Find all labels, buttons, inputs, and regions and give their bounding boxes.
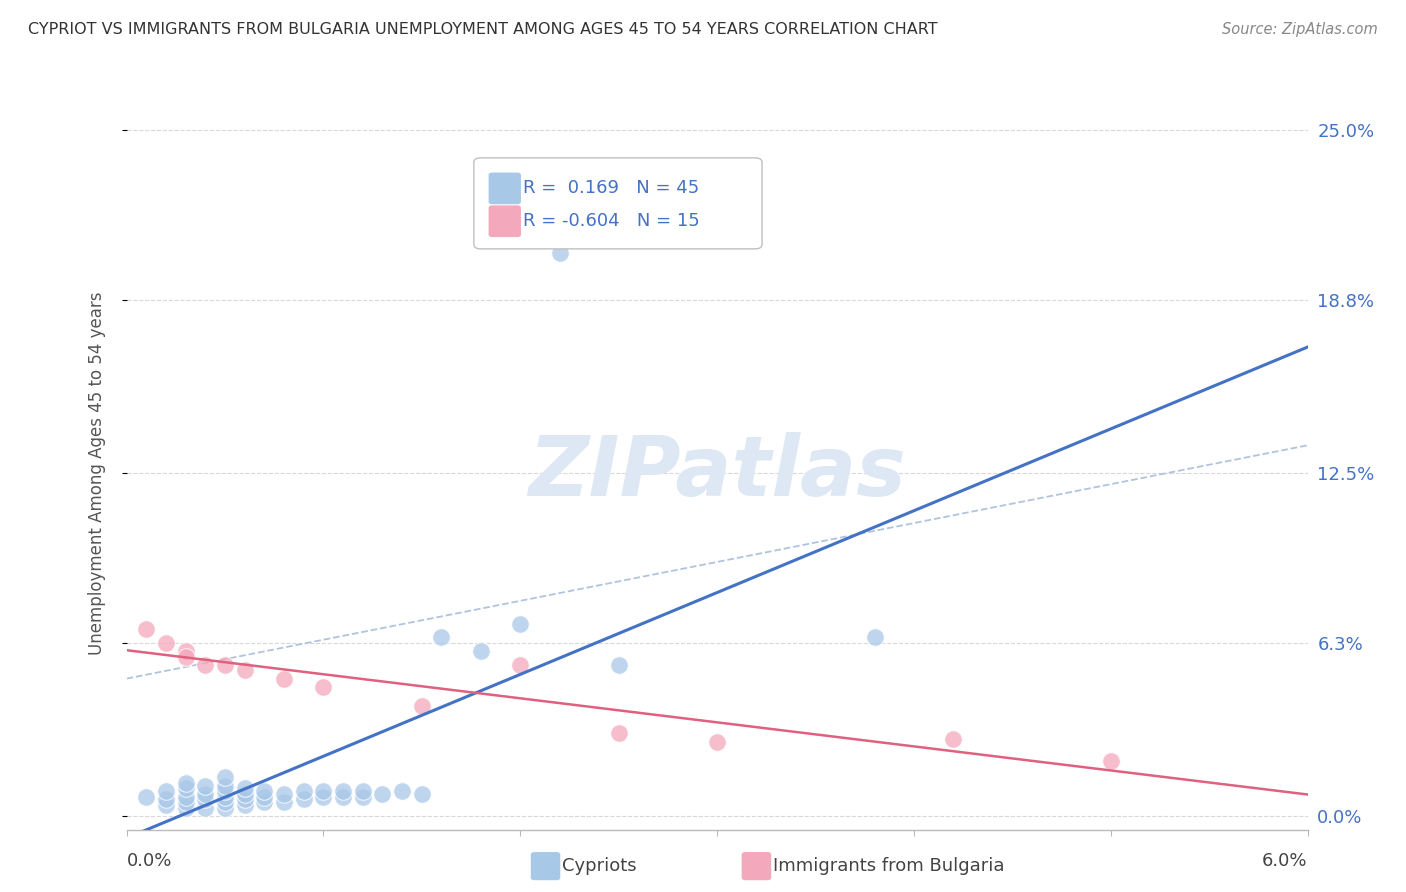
- Point: [135, 622, 157, 636]
- Point: [155, 636, 177, 650]
- Text: R = -0.604   N = 15: R = -0.604 N = 15: [523, 212, 700, 230]
- Point: [411, 787, 433, 801]
- Point: [942, 731, 965, 746]
- Point: [233, 797, 256, 812]
- Point: [470, 644, 492, 658]
- Point: [194, 792, 217, 806]
- Point: [509, 657, 531, 672]
- Point: [273, 795, 295, 809]
- Point: [1099, 754, 1122, 768]
- Text: Source: ZipAtlas.com: Source: ZipAtlas.com: [1222, 22, 1378, 37]
- Point: [863, 631, 886, 645]
- Point: [194, 657, 217, 672]
- Point: [706, 735, 728, 749]
- Point: [174, 800, 197, 814]
- Point: [411, 699, 433, 714]
- Point: [174, 649, 197, 664]
- Point: [214, 771, 236, 785]
- Point: [548, 246, 571, 260]
- Point: [430, 631, 453, 645]
- Point: [174, 776, 197, 790]
- Point: [253, 784, 276, 798]
- Point: [312, 789, 335, 804]
- Point: [292, 792, 315, 806]
- Text: CYPRIOT VS IMMIGRANTS FROM BULGARIA UNEMPLOYMENT AMONG AGES 45 TO 54 YEARS CORRE: CYPRIOT VS IMMIGRANTS FROM BULGARIA UNEM…: [28, 22, 938, 37]
- Point: [214, 789, 236, 804]
- Point: [352, 789, 374, 804]
- Text: 6.0%: 6.0%: [1263, 852, 1308, 870]
- Point: [155, 797, 177, 812]
- Y-axis label: Unemployment Among Ages 45 to 54 years: Unemployment Among Ages 45 to 54 years: [87, 291, 105, 655]
- Point: [233, 792, 256, 806]
- Point: [371, 787, 394, 801]
- Text: ZIPatlas: ZIPatlas: [529, 433, 905, 513]
- Point: [292, 784, 315, 798]
- Point: [607, 657, 630, 672]
- Point: [253, 795, 276, 809]
- Point: [174, 795, 197, 809]
- Text: Immigrants from Bulgaria: Immigrants from Bulgaria: [773, 857, 1005, 875]
- Point: [174, 644, 197, 658]
- Point: [391, 784, 413, 798]
- Point: [194, 779, 217, 793]
- Point: [509, 616, 531, 631]
- Point: [174, 789, 197, 804]
- Text: R =  0.169   N = 45: R = 0.169 N = 45: [523, 179, 699, 197]
- Point: [332, 784, 354, 798]
- Point: [312, 784, 335, 798]
- Point: [155, 792, 177, 806]
- Point: [174, 781, 197, 796]
- Text: 0.0%: 0.0%: [127, 852, 172, 870]
- Point: [352, 784, 374, 798]
- Point: [155, 784, 177, 798]
- Point: [135, 789, 157, 804]
- Point: [332, 789, 354, 804]
- Point: [214, 657, 236, 672]
- Point: [312, 680, 335, 694]
- Point: [253, 789, 276, 804]
- Point: [273, 672, 295, 686]
- Point: [194, 787, 217, 801]
- Point: [214, 800, 236, 814]
- Point: [233, 664, 256, 678]
- Point: [233, 781, 256, 796]
- Point: [214, 779, 236, 793]
- Text: Cypriots: Cypriots: [562, 857, 637, 875]
- Point: [214, 784, 236, 798]
- Point: [194, 800, 217, 814]
- Point: [273, 787, 295, 801]
- Point: [607, 726, 630, 740]
- Point: [233, 787, 256, 801]
- Point: [214, 795, 236, 809]
